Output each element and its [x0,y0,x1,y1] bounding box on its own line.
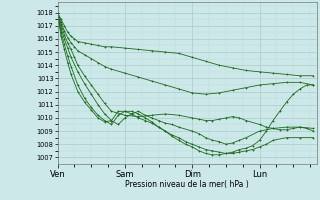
X-axis label: Pression niveau de la mer( hPa ): Pression niveau de la mer( hPa ) [125,180,249,189]
